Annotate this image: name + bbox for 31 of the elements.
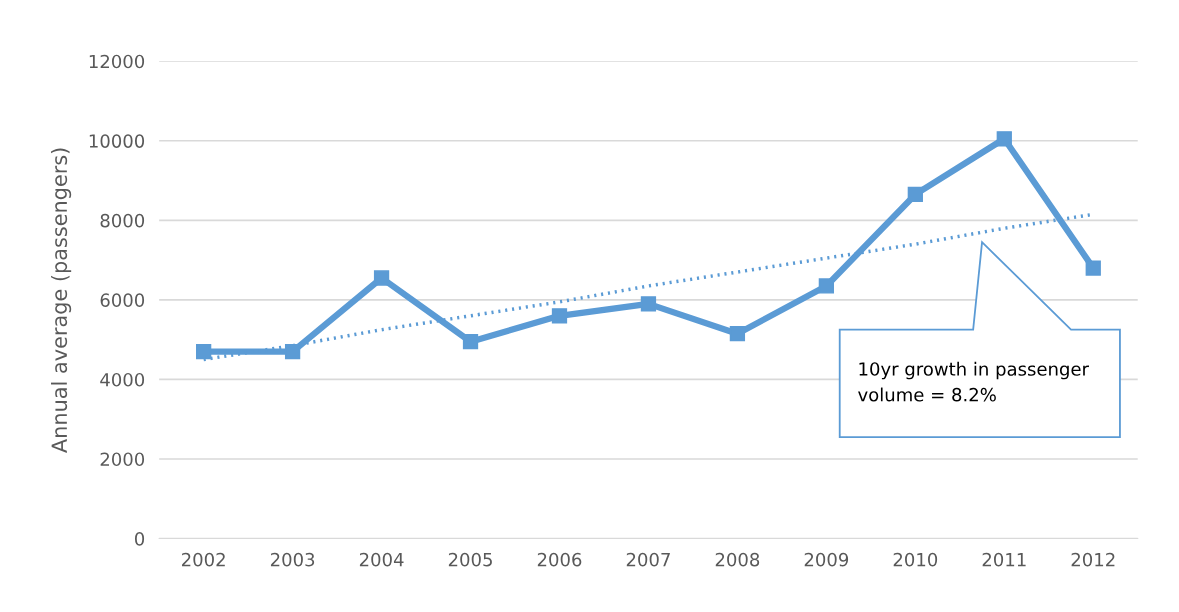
y-tick-label: 6000 <box>100 293 145 307</box>
point <box>640 296 657 312</box>
x-tick-label: 2011 <box>982 552 1026 567</box>
x-tick-label: 2002 <box>181 552 225 567</box>
point <box>818 278 835 294</box>
y-axis-title: Annual average (passengers) <box>51 148 72 453</box>
point <box>1085 260 1101 276</box>
x-tick-label: 2009 <box>804 552 849 567</box>
x-tick-label: 2008 <box>715 552 760 567</box>
y-tick-label: 2000 <box>100 452 145 467</box>
point <box>284 343 301 360</box>
point <box>907 186 923 203</box>
x-tick-label: 2003 <box>270 552 315 567</box>
annotation: 10yr growth in passenger volume = 8.2% <box>858 361 1089 402</box>
x-tick-label: 2010 <box>893 552 938 567</box>
y-tick-label: 10000 <box>89 134 145 148</box>
point <box>373 270 390 286</box>
y-tick-label: 0 <box>134 532 145 546</box>
point <box>996 131 1012 147</box>
x-tick-label: 2006 <box>537 552 582 567</box>
y-tick-label: 12000 <box>89 54 145 69</box>
point <box>551 308 568 324</box>
y-tick-label: 4000 <box>100 372 145 387</box>
point <box>729 326 746 342</box>
x-tick-label: 2012 <box>1071 552 1115 567</box>
x-tick-label: 2005 <box>448 552 492 567</box>
x-tick-label: 2004 <box>359 552 404 567</box>
point <box>462 334 479 350</box>
x-tick-label: 2007 <box>626 552 670 567</box>
point <box>196 343 212 360</box>
y-tick-label: 8000 <box>100 213 145 228</box>
